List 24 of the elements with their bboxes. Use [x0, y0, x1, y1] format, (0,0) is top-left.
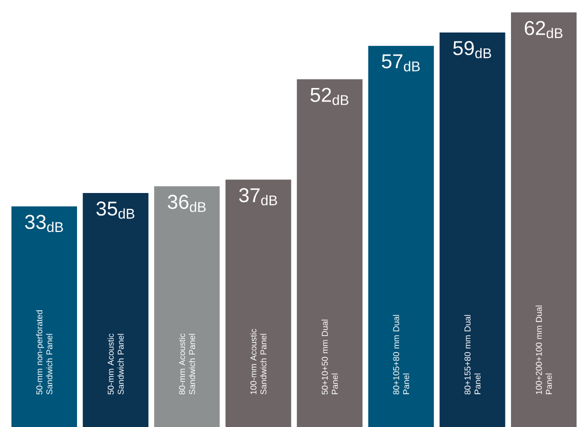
bar	[510, 12, 577, 427]
bar	[154, 186, 220, 427]
x-tick-label: 50-mm non-perforated Sandwich Panel	[36, 310, 52, 394]
bar	[82, 192, 148, 427]
bar	[368, 46, 434, 427]
data-label: 37$_{dB}$	[239, 188, 278, 206]
data-label: 57$_{dB}$	[382, 54, 420, 72]
x-tick-label: 80-mm Acoustic Sandwich Panel	[178, 334, 196, 394]
x-tick-label: 80+155+80 mm Dual Panel	[464, 315, 481, 394]
bar	[226, 180, 292, 427]
bar	[11, 206, 78, 427]
data-label: 52$_{dB}$	[310, 88, 348, 106]
data-label: 59$_{dB}$	[453, 41, 492, 58]
x-tick-label: 100-mm Acoustic Sandwich Panel	[250, 328, 266, 394]
x-tick-label: 100+200+100 mm Dual Panel	[536, 306, 552, 394]
x-tick-label: 80+105+80 mm Dual Panel	[392, 315, 410, 394]
bar	[440, 32, 506, 427]
x-tick-label: 50-mm Acoustic Sandwich Panel	[107, 334, 124, 394]
bar	[296, 79, 363, 427]
data-label: 36$_{dB}$	[168, 194, 206, 212]
x-tick-label: 50+10+50 mm Dual Panel	[322, 320, 338, 394]
data-label: 33$_{dB}$	[25, 214, 63, 232]
data-label: 35$_{dB}$	[96, 201, 134, 219]
data-label: 62$_{dB}$	[524, 20, 562, 38]
